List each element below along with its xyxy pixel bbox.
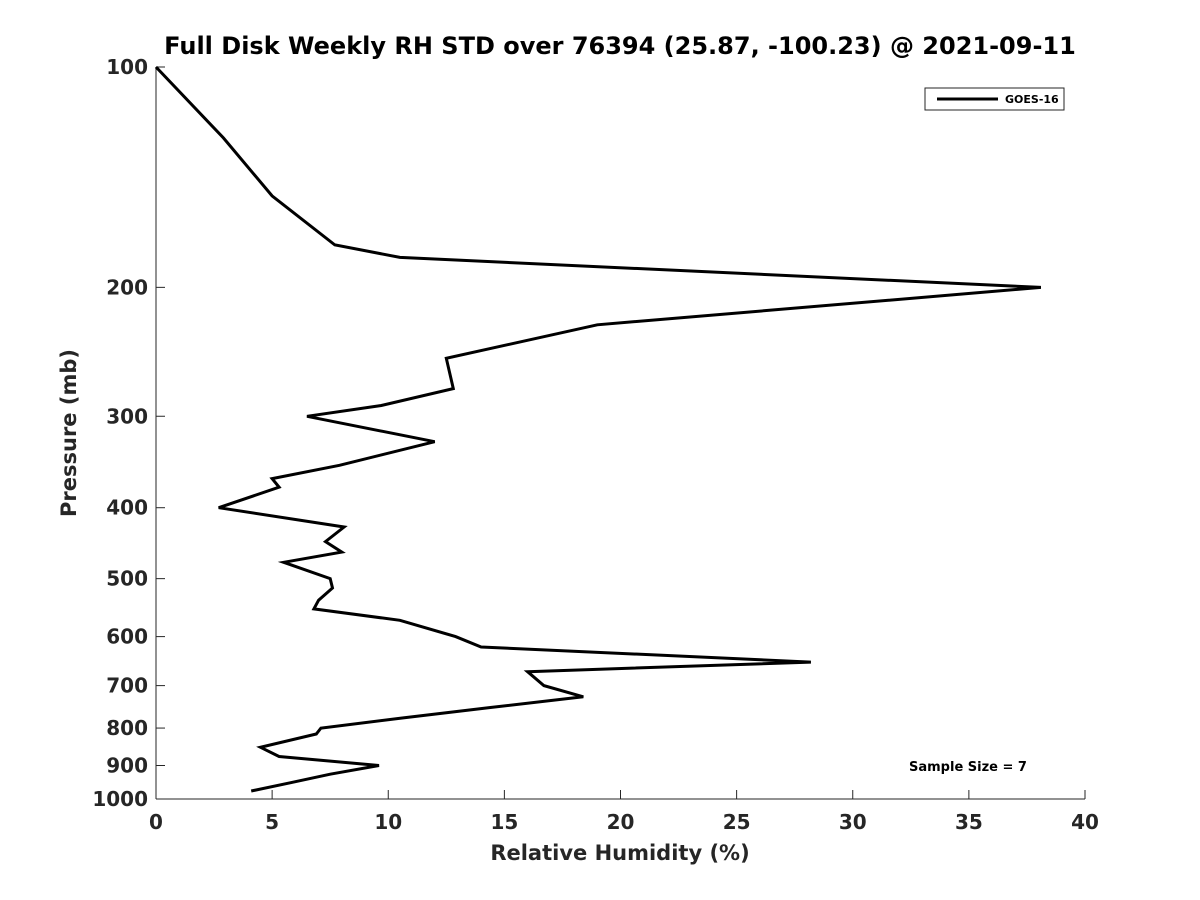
series-layer [154,65,1042,793]
y-tick-label: 100 [106,55,148,79]
x-tick-label: 15 [490,810,518,834]
y-tick-label: 500 [106,567,148,591]
x-tick-label: 20 [607,810,635,834]
sample-size-annotation: Sample Size = 7 [909,760,1027,775]
y-tick-label: 300 [106,404,148,428]
x-tick-label: 0 [149,810,163,834]
y-tick-label: 600 [106,625,148,649]
y-tick-label: 200 [106,275,148,299]
x-axis-ticks: 0 5 10 15 20 25 30 35 40 [149,790,1099,834]
x-tick-label: 30 [839,810,867,834]
legend-entry-goes-16: GOES-16 [1005,93,1059,106]
y-tick-label: 400 [106,496,148,520]
y-tick-label: 1000 [92,787,148,811]
y-axis-ticks: 100 200 300 400 500 600 700 800 900 1000 [92,55,165,811]
x-tick-label: 40 [1071,810,1099,834]
y-tick-label: 900 [106,754,148,778]
x-tick-label: 25 [723,810,751,834]
x-tick-label: 35 [955,810,983,834]
y-axis-label: Pressure (mb) [57,349,81,517]
x-axis-label: Relative Humidity (%) [490,841,749,865]
x-tick-label: 10 [374,810,402,834]
y-tick-label: 700 [106,674,148,698]
chart-title: Full Disk Weekly RH STD over 76394 (25.8… [164,32,1076,60]
series-line-0 [154,65,1042,793]
x-tick-label: 5 [265,810,279,834]
legend: GOES-16 [924,87,1065,111]
y-tick-label: 800 [106,716,148,740]
